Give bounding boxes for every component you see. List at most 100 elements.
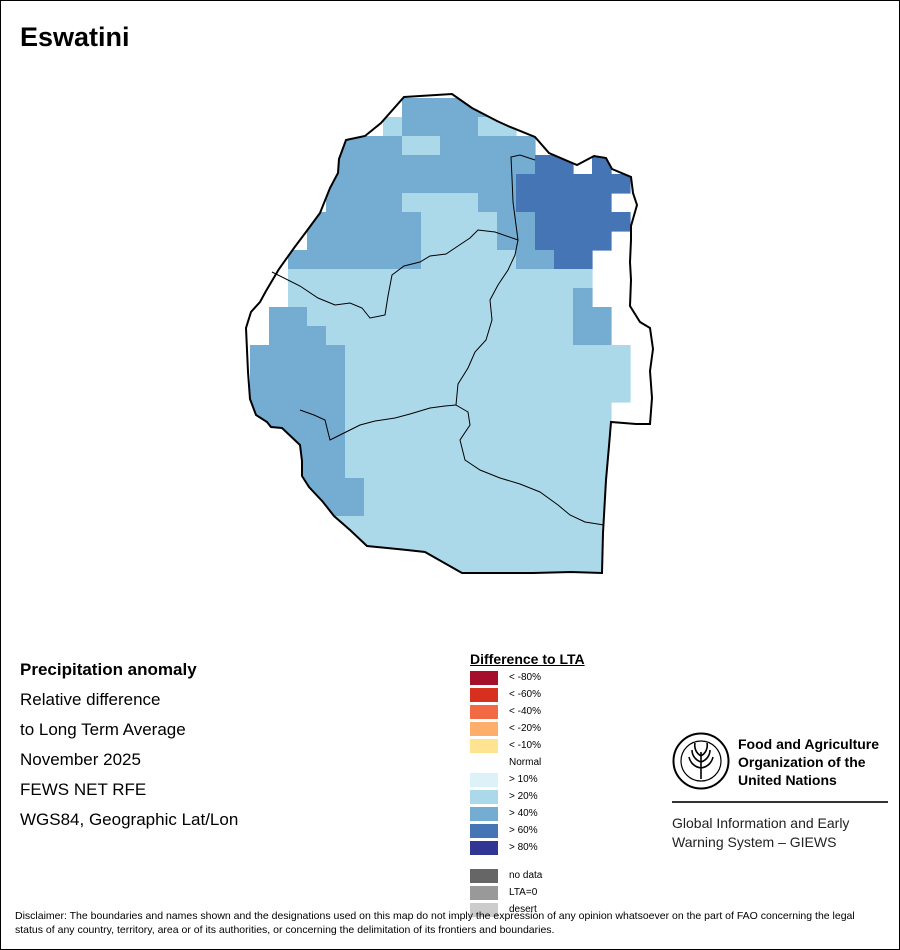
raster-cell bbox=[326, 497, 346, 517]
raster-cell bbox=[535, 459, 555, 479]
raster-cell bbox=[535, 174, 555, 194]
raster-cell bbox=[497, 402, 517, 422]
raster-cell bbox=[421, 440, 441, 460]
raster-cell bbox=[611, 459, 631, 479]
raster-cell bbox=[364, 155, 384, 175]
raster-cell bbox=[459, 193, 479, 213]
raster-cell bbox=[383, 535, 403, 555]
raster-cell bbox=[554, 478, 574, 498]
raster-cell bbox=[497, 174, 517, 194]
raster-cell bbox=[307, 231, 327, 251]
raster-cell bbox=[345, 554, 365, 573]
raster-cell bbox=[383, 592, 403, 612]
raster-cell bbox=[535, 231, 555, 251]
raster-cell bbox=[307, 516, 327, 536]
raster-cell bbox=[516, 383, 536, 403]
raster-cell bbox=[288, 535, 308, 555]
info-line: Relative difference bbox=[20, 690, 161, 709]
raster-cell bbox=[288, 383, 308, 403]
raster-cell bbox=[364, 440, 384, 460]
raster-cell bbox=[364, 592, 384, 612]
raster-cell bbox=[364, 516, 384, 536]
raster-cell bbox=[592, 364, 612, 384]
raster-cell bbox=[288, 573, 308, 593]
raster-cell bbox=[592, 478, 612, 498]
raster-cell bbox=[440, 117, 460, 137]
raster-cell bbox=[497, 155, 517, 175]
raster-cell bbox=[402, 478, 422, 498]
raster-cell bbox=[459, 630, 479, 640]
raster-cell bbox=[345, 136, 365, 156]
raster-cell bbox=[497, 497, 517, 517]
raster-cell bbox=[250, 364, 270, 384]
raster-cell bbox=[535, 288, 555, 308]
raster-cell bbox=[288, 307, 308, 327]
raster-cell bbox=[516, 421, 536, 441]
raster-cell bbox=[326, 231, 346, 251]
raster-cell bbox=[592, 497, 612, 517]
raster-cell bbox=[421, 535, 441, 555]
raster-cell bbox=[573, 630, 593, 640]
raster-cell bbox=[535, 250, 555, 270]
raster-cell bbox=[326, 573, 346, 593]
raster-cell bbox=[516, 193, 536, 213]
legend-swatch bbox=[470, 773, 498, 787]
legend-title: Difference to LTA bbox=[470, 651, 585, 667]
raster-cell bbox=[421, 516, 441, 536]
raster-cell bbox=[383, 554, 403, 573]
map-info: Precipitation anomaly Relative differenc… bbox=[20, 655, 238, 835]
raster-cell bbox=[497, 117, 517, 137]
raster-cell bbox=[345, 459, 365, 479]
raster-cell bbox=[421, 573, 441, 593]
raster-cell bbox=[573, 288, 593, 308]
raster-cell bbox=[611, 383, 631, 403]
country-boundary bbox=[244, 92, 655, 575]
raster-cell bbox=[326, 535, 346, 555]
raster-cell bbox=[269, 307, 289, 327]
raster-cell bbox=[554, 421, 574, 441]
raster-cell bbox=[402, 288, 422, 308]
raster-cell bbox=[269, 516, 289, 536]
raster-cell bbox=[421, 117, 441, 137]
raster-cell bbox=[250, 478, 270, 498]
raster-cell bbox=[592, 573, 612, 593]
legend-swatch bbox=[470, 688, 498, 702]
raster-cell bbox=[478, 269, 498, 289]
raster-cell bbox=[364, 421, 384, 441]
raster-cell bbox=[421, 345, 441, 365]
raster-cell bbox=[402, 554, 422, 573]
raster-cell bbox=[307, 554, 327, 573]
raster-cell bbox=[478, 155, 498, 175]
raster-cell bbox=[592, 611, 612, 631]
legend-swatch bbox=[470, 903, 498, 917]
raster-cell bbox=[592, 193, 612, 213]
raster-cell bbox=[497, 193, 517, 213]
raster-cell bbox=[554, 231, 574, 251]
raster-cell bbox=[288, 402, 308, 422]
raster-cell bbox=[459, 535, 479, 555]
raster-cell bbox=[516, 573, 536, 593]
raster-cell bbox=[326, 421, 346, 441]
raster-cell bbox=[554, 440, 574, 460]
raster-cell bbox=[592, 383, 612, 403]
raster-cell bbox=[554, 212, 574, 232]
raster-cell bbox=[307, 592, 327, 612]
raster-cell bbox=[516, 440, 536, 460]
raster-cell bbox=[364, 611, 384, 631]
raster-cell bbox=[383, 478, 403, 498]
raster-cell bbox=[345, 345, 365, 365]
raster-cell bbox=[573, 174, 593, 194]
raster-cell bbox=[307, 364, 327, 384]
raster-cell bbox=[364, 459, 384, 479]
raster-cell bbox=[440, 478, 460, 498]
raster-cell bbox=[326, 554, 346, 573]
raster-cell bbox=[345, 231, 365, 251]
raster-cell bbox=[345, 440, 365, 460]
raster-cell bbox=[459, 326, 479, 346]
raster-cell bbox=[554, 193, 574, 213]
raster-cell bbox=[307, 497, 327, 517]
raster-cell bbox=[554, 573, 574, 593]
raster-cell bbox=[516, 402, 536, 422]
raster-cell bbox=[383, 117, 403, 137]
raster-cell bbox=[421, 554, 441, 573]
